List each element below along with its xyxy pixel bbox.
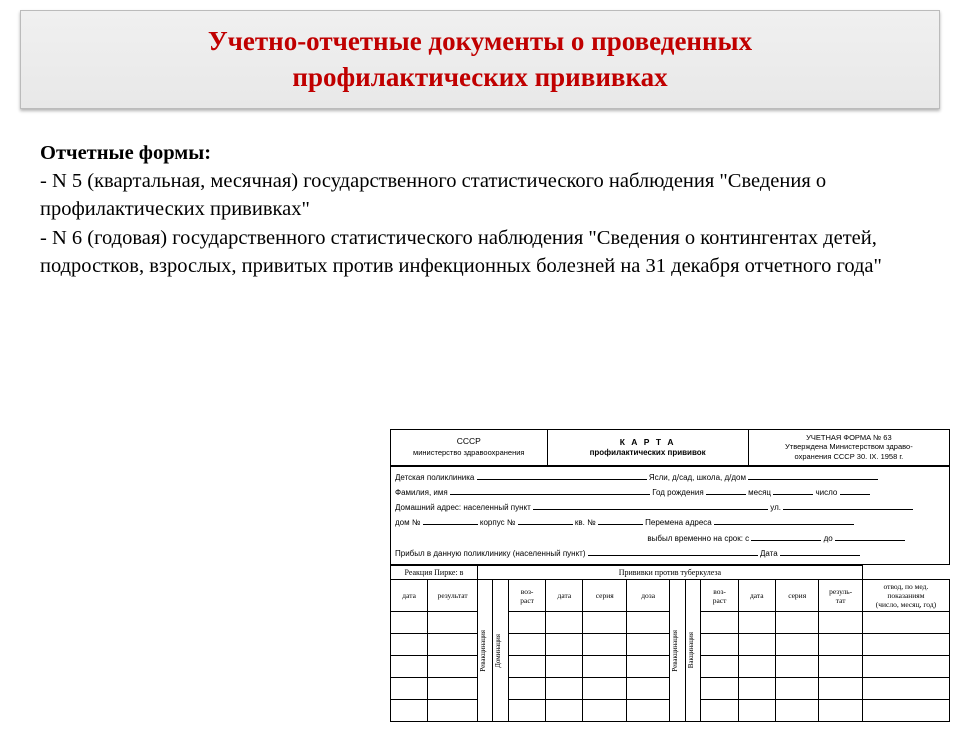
forma-sub2: охранения СССР 30. IX. 1958 г. [795, 452, 904, 461]
label-name: Фамилия, имя [395, 488, 448, 497]
form-header: СССР министерство здравоохранения К А Р … [390, 429, 950, 466]
label-clinic: Детская поликлиника [395, 473, 474, 482]
label-school: Ясли, д/сад, школа, д/дом [649, 473, 746, 482]
vlabel-dom: Доминация [494, 632, 502, 670]
body-text: Отчетные формы: - N 5 (квартальная, меся… [40, 139, 920, 280]
vlabel-revac-2: Ревакцинация [671, 628, 679, 674]
col-exempt: отвод, по мед. показаниям (число, месяц,… [862, 580, 949, 612]
col-series-2: серия [775, 580, 818, 612]
vlabel-vac: Вакцинация [687, 630, 695, 670]
section-tb: Прививки против туберкулеза [477, 566, 862, 580]
label-street: ул. [770, 503, 781, 512]
forma-label: УЧЕТНАЯ ФОРМА № 63 [806, 433, 892, 442]
label-address: Домашний адрес: населенный пункт [395, 503, 531, 512]
label-away: выбыл временно на срок: с [647, 534, 749, 543]
form-item-2: - N 6 (годовая) государственного статист… [40, 227, 882, 277]
col-dose: доза [626, 580, 669, 612]
label-to: до [824, 534, 833, 543]
vaccination-grid: Реакция Пирке: в Прививки против туберку… [390, 565, 950, 722]
forma-sub: Утверждена Министерством здраво- [785, 442, 913, 451]
col-result-2: резуль- тат [819, 580, 862, 612]
label-change: Перемена адреса [645, 518, 712, 527]
title-line-1: Учетно-отчетные документы о проведенных [208, 26, 752, 56]
page-title: Учетно-отчетные документы о проведенных … [41, 23, 919, 96]
title-line-2: профилактических прививках [292, 62, 667, 92]
label-korpus: корпус № [480, 518, 516, 527]
col-result-1: результат [428, 580, 478, 612]
col-date-3: дата [738, 580, 775, 612]
form-item-1: - N 5 (квартальная, месячная) государств… [40, 170, 826, 220]
col-age-2: воз- раст [701, 580, 738, 612]
vlabel-revac-1: Ревакцинация [479, 628, 487, 674]
title-bar: Учетно-отчетные документы о проведенных … [20, 10, 940, 109]
label-day: число [815, 488, 837, 497]
col-date-1: дата [391, 580, 428, 612]
form-info-block: Детская поликлиника Ясли, д/сад, школа, … [390, 466, 950, 565]
ministry-label: министерство здравоохранения [413, 448, 524, 457]
forms-heading: Отчетные формы: [40, 142, 211, 164]
ussr-label: СССР [457, 436, 481, 446]
karta-title: К А Р Т А [620, 437, 676, 447]
form-63-card: СССР министерство здравоохранения К А Р … [390, 429, 950, 722]
section-pirke: Реакция Пирке: в [391, 566, 478, 580]
label-month: месяц [748, 488, 771, 497]
label-year: Год рождения [652, 488, 703, 497]
label-arrived: Прибыл в данную поликлинику (населенный … [395, 549, 585, 558]
karta-sub: профилактических прививок [590, 448, 706, 457]
label-kv: кв. № [575, 518, 596, 527]
col-date-2: дата [546, 580, 583, 612]
label-date: Дата [760, 549, 778, 558]
col-age-1: воз- раст [508, 580, 545, 612]
label-house: дом № [395, 518, 420, 527]
col-series-1: серия [583, 580, 626, 612]
